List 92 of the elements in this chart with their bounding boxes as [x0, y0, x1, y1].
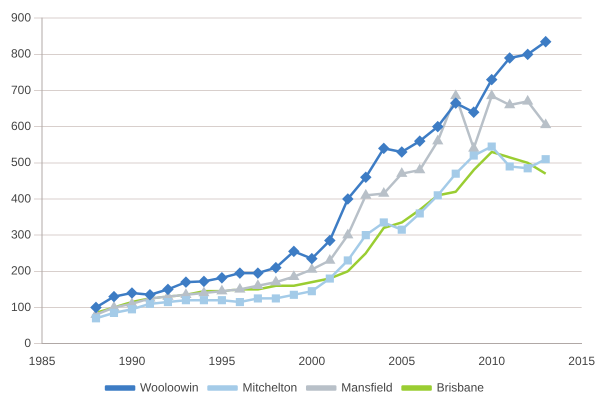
point — [218, 296, 226, 304]
point — [542, 155, 550, 164]
point — [235, 284, 245, 293]
point — [342, 194, 354, 204]
y-tick-label: 600 — [10, 118, 32, 133]
point — [506, 162, 514, 171]
y-tick-label: 0 — [24, 336, 32, 350]
point — [486, 74, 497, 85]
point — [414, 136, 426, 146]
point — [199, 288, 209, 296]
point — [126, 288, 138, 298]
x-tick-label: 1985 — [28, 354, 56, 368]
point — [432, 121, 443, 132]
legend-label: Mitchelton — [242, 380, 298, 394]
point — [343, 230, 353, 238]
point — [344, 256, 352, 265]
point — [200, 296, 208, 304]
point — [378, 143, 390, 154]
point — [308, 287, 316, 296]
y-tick-label: 300 — [10, 227, 32, 242]
point — [272, 294, 280, 302]
y-tick-label: 900 — [10, 10, 32, 25]
point — [236, 298, 244, 306]
point — [452, 170, 460, 178]
point — [524, 164, 532, 172]
point — [162, 284, 174, 295]
point — [216, 272, 228, 284]
point — [254, 294, 262, 302]
point — [325, 255, 335, 264]
point — [326, 274, 334, 283]
point — [434, 191, 442, 200]
x-tick-label: 2010 — [478, 354, 506, 368]
point — [306, 253, 318, 264]
point — [110, 308, 118, 317]
point — [288, 246, 300, 257]
point — [398, 226, 406, 234]
point — [504, 100, 514, 108]
point — [379, 188, 388, 197]
point — [146, 300, 154, 308]
point — [289, 271, 299, 280]
point — [198, 276, 210, 287]
point — [522, 96, 532, 105]
point — [488, 142, 496, 151]
point — [540, 120, 550, 128]
x-tick-label: 2000 — [298, 354, 326, 368]
point — [182, 296, 190, 304]
point — [540, 36, 551, 47]
point — [270, 262, 282, 273]
point — [450, 98, 461, 108]
point — [128, 305, 136, 314]
x-tick-label: 2015 — [568, 354, 596, 368]
point — [451, 90, 460, 100]
point — [271, 276, 281, 286]
point — [504, 52, 515, 64]
x-tick-label: 1990 — [118, 354, 146, 368]
point — [290, 290, 298, 299]
point — [362, 231, 370, 240]
point — [92, 314, 100, 322]
y-tick-label: 200 — [10, 264, 32, 278]
point — [108, 291, 120, 302]
point — [90, 302, 102, 313]
point — [487, 90, 496, 100]
y-tick-label: 800 — [10, 46, 32, 61]
point — [397, 168, 406, 177]
point — [180, 276, 192, 288]
point — [380, 218, 388, 227]
point — [415, 164, 424, 174]
point — [253, 280, 263, 289]
point — [164, 298, 172, 306]
point — [522, 49, 533, 60]
y-tick-label: 100 — [10, 300, 32, 314]
point — [433, 136, 442, 144]
point — [396, 146, 408, 158]
legend-label: Brisbane — [436, 380, 484, 394]
point — [469, 143, 478, 152]
point — [468, 106, 479, 118]
x-tick-label: 2005 — [388, 354, 416, 368]
x-tick-label: 1995 — [208, 354, 236, 368]
point — [234, 268, 246, 278]
legend-label: Mansfield — [341, 380, 393, 394]
y-tick-label: 500 — [10, 155, 32, 170]
point — [217, 286, 227, 294]
point — [324, 235, 336, 246]
point — [416, 209, 424, 218]
point — [470, 152, 478, 160]
y-tick-label: 400 — [10, 191, 32, 206]
point — [307, 264, 317, 273]
y-tick-label: 700 — [10, 82, 32, 97]
point — [360, 172, 372, 183]
point — [361, 190, 371, 199]
legend-label: Wooloowin — [140, 380, 199, 394]
point — [252, 268, 264, 278]
